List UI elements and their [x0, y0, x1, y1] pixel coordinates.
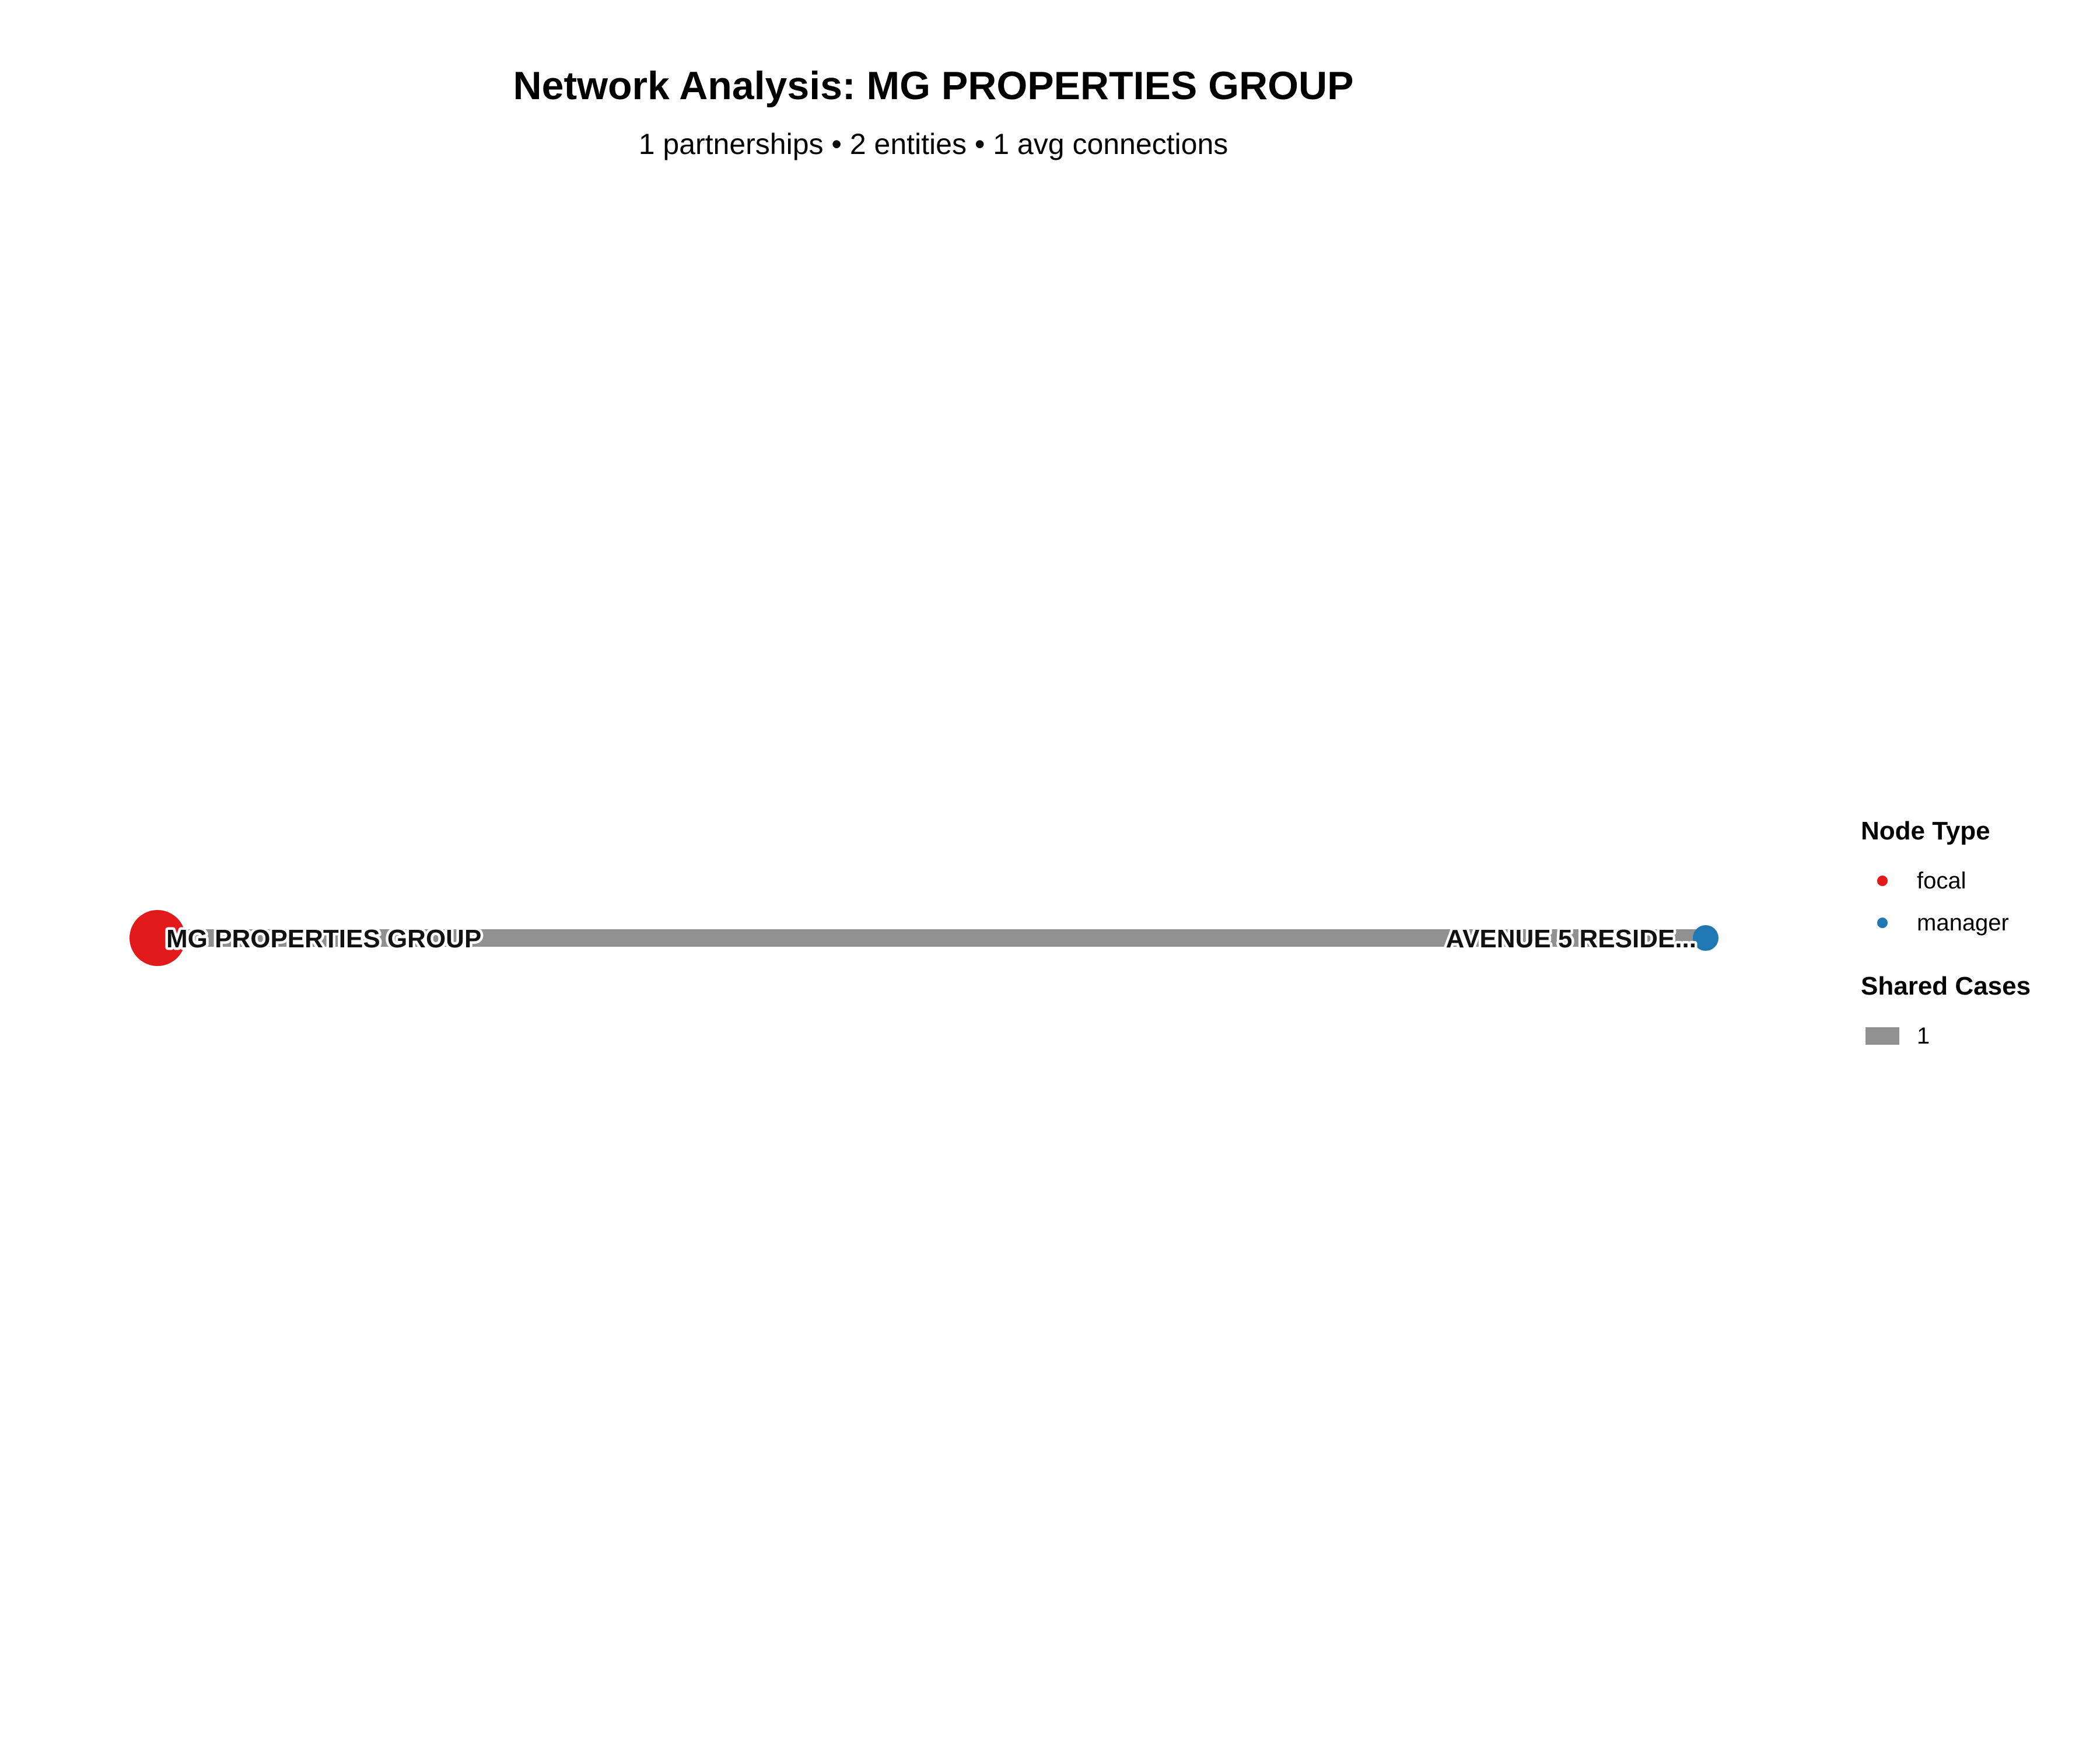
legend-node-type-title: Node Type [1861, 817, 1990, 845]
page-title: Network Analysis: MG PROPERTIES GROUP [513, 64, 1354, 108]
legend-shared-cases: Shared Cases 1 [1861, 972, 2082, 1057]
legend-label-focal: focal [1917, 867, 1966, 894]
legend-node-type: Node Type focal manager [1861, 817, 2082, 944]
page-subtitle: 1 partnerships • 2 entities • 1 avg conn… [638, 128, 1228, 160]
node-manager[interactable] [1693, 925, 1718, 951]
legend-label-manager: manager [1917, 909, 2009, 936]
legend-item-manager: manager [1861, 902, 2082, 944]
legend-shared-cases-title: Shared Cases [1861, 972, 2031, 1000]
node-focal[interactable] [130, 910, 186, 966]
legend-item-shared-1: 1 [1861, 1015, 2082, 1057]
manager-dot-icon [1877, 918, 1888, 928]
legend: Node Type focal manager Shared Cases 1 [1861, 817, 2082, 1057]
legend-item-focal: focal [1861, 860, 2082, 902]
edge-swatch-icon [1866, 1027, 1899, 1045]
node-label-focal: MG PROPERTIES GROUP [166, 925, 481, 953]
legend-label-shared-1: 1 [1917, 1023, 1930, 1049]
focal-dot-icon [1877, 876, 1888, 886]
node-label-manager: AVENUE 5 RESIDE... [1446, 925, 1696, 953]
